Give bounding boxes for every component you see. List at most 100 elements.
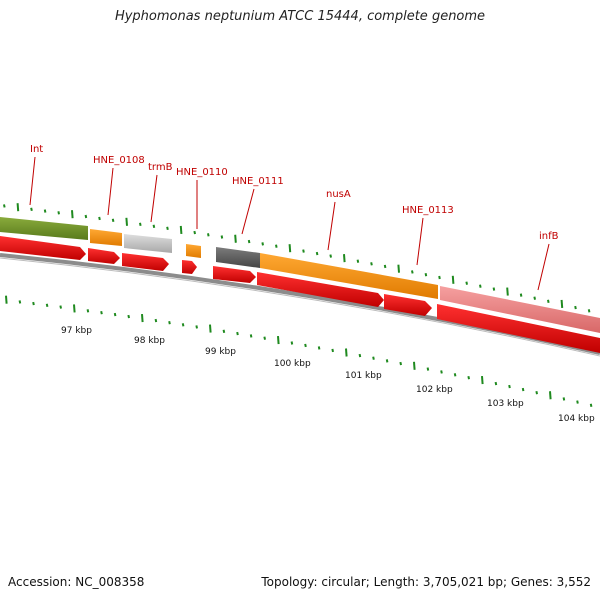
cds-arrow (257, 272, 384, 307)
tick-mark (506, 287, 509, 296)
feature-hne-0108 (90, 229, 122, 246)
kbp-label-104: 104 kbp (558, 414, 595, 424)
cds-arrow (88, 248, 120, 264)
tick-mark (426, 367, 430, 371)
tick-mark (234, 234, 237, 243)
tick-mark (139, 222, 142, 226)
tick-mark (345, 348, 348, 357)
tick-mark (18, 300, 22, 304)
tick-mark (453, 373, 457, 377)
tick-mark (519, 293, 523, 297)
kbp-labels: 97 kbp 98 kbp 99 kbp 100 kbp 101 kbp 102… (61, 326, 595, 424)
tick-mark (315, 251, 319, 256)
tick-mark (589, 403, 593, 407)
backbone-shadow (0, 257, 600, 357)
leader-line (29, 156, 36, 206)
tick-mark (549, 391, 552, 400)
cds-track (0, 236, 600, 353)
tick-mark (383, 264, 387, 269)
accession-text: Accession: NC_008358 (8, 575, 145, 589)
tick-mark (331, 348, 334, 353)
tick-mark (329, 254, 332, 258)
tick-mark (290, 341, 294, 345)
gene-label-trmb: trmB (148, 162, 173, 173)
feature-infb (440, 286, 600, 333)
gene-label-hne-0113: HNE_0113 (402, 205, 454, 216)
tick-mark (100, 310, 103, 315)
feature-hne-0110 (186, 244, 201, 258)
tick-mark (154, 318, 158, 323)
tick-mark (358, 353, 362, 358)
cds-arrow (384, 294, 432, 316)
tick-mark (179, 225, 183, 235)
kbp-label-102: 102 kbp (416, 385, 453, 395)
leader-line (327, 201, 336, 251)
tick-mark (71, 210, 74, 219)
tick-mark (59, 305, 62, 309)
tick-mark (440, 370, 443, 374)
tick-mark (438, 275, 441, 280)
tick-mark (113, 312, 117, 317)
tick-mark (397, 264, 400, 273)
tick-mark (86, 309, 90, 313)
tick-mark (467, 375, 470, 380)
feature-trmb (124, 234, 172, 253)
label-leaders (29, 156, 550, 291)
gene-label-nusa: nusA (326, 189, 351, 200)
tick-mark (413, 361, 416, 370)
kbp-label-103: 103 kbp (487, 399, 524, 409)
tick-mark (84, 214, 88, 219)
gene-labels: Int HNE_0108 trmB HNE_0110 HNE_0111 nusA… (30, 144, 559, 242)
tick-mark (479, 284, 482, 288)
tick-mark (207, 233, 210, 237)
tick-mark (5, 295, 8, 304)
leader-line (241, 188, 255, 235)
cds-arrow (182, 260, 197, 274)
tick-mark (98, 216, 101, 221)
tick-mark (222, 329, 226, 334)
tick-row-upper (3, 203, 591, 313)
tick-mark (562, 397, 566, 401)
tick-mark (247, 239, 251, 244)
tick-mark (399, 361, 402, 366)
cds-arrow (0, 236, 86, 260)
tick-mark (521, 387, 525, 392)
tick-mark (494, 381, 498, 386)
tick-mark (356, 259, 360, 263)
tick-mark (43, 209, 47, 213)
tick-mark (508, 384, 511, 389)
tick-mark (193, 230, 196, 235)
tick-mark (30, 207, 33, 212)
tick-mark (288, 244, 292, 253)
tick-mark (220, 235, 224, 239)
leader-line (107, 167, 114, 216)
gene-label-int: Int (30, 144, 43, 155)
feature-int (0, 217, 88, 240)
tick-mark (73, 304, 76, 313)
tick-mark (141, 313, 144, 323)
tick-mark (181, 323, 185, 327)
leader-line (150, 174, 158, 223)
tick-mark (492, 287, 496, 291)
tick-mark (533, 296, 536, 300)
tick-mark (275, 244, 278, 248)
genome-summary-text: Topology: circular; Length: 3,705,021 bp… (261, 575, 591, 589)
feature-hne-0111 (216, 247, 260, 268)
feature-track (0, 217, 600, 333)
tick-mark (3, 204, 6, 208)
tick-mark (57, 211, 60, 215)
tick-mark (560, 299, 564, 309)
tick-mark (16, 203, 20, 212)
gene-label-hne-0111: HNE_0111 (232, 176, 284, 187)
map-title: Hyphomonas neptunium ATCC 15444, complet… (114, 9, 486, 24)
kbp-label-100: 100 kbp (274, 359, 311, 369)
tick-mark (451, 275, 455, 284)
gene-label-hne-0108: HNE_0108 (93, 155, 145, 166)
tick-mark (152, 224, 156, 228)
leader-line (416, 217, 424, 266)
tick-mark (385, 359, 389, 363)
tick-mark (302, 249, 305, 253)
tick-mark (166, 226, 169, 231)
tick-mark (195, 325, 198, 329)
